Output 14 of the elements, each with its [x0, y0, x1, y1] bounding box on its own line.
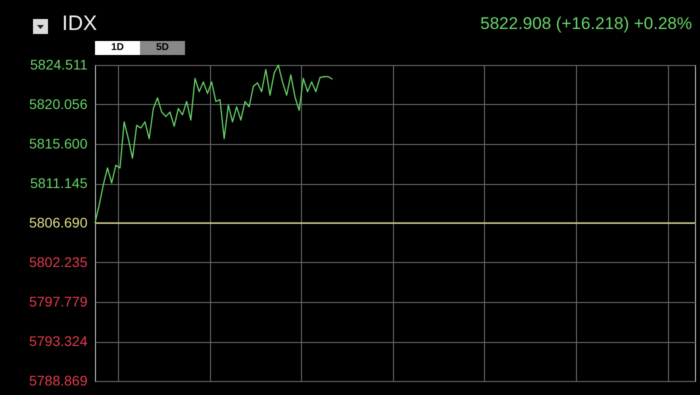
y-tick-label: 5811.145 — [30, 175, 88, 191]
text: 1D — [95, 41, 140, 55]
y-tick-label: 5797.779 — [29, 294, 88, 310]
line-series — [94, 64, 334, 224]
y-tick-label: 5793.324 — [29, 333, 88, 349]
text: 5D — [140, 41, 185, 55]
y-tick-label: 5788.869 — [29, 372, 88, 388]
y-tick-label: 5806.690 — [29, 214, 88, 230]
y-tick-label: 5824.511 — [30, 56, 88, 72]
text: 5822.908 (+16.218) +0.28% — [480, 14, 692, 34]
y-tick-label: 5815.600 — [29, 136, 88, 152]
y-tick-label: 5802.235 — [29, 254, 88, 270]
y-tick-label: 5820.056 — [29, 96, 88, 112]
chart-title: IDX — [62, 12, 98, 36]
